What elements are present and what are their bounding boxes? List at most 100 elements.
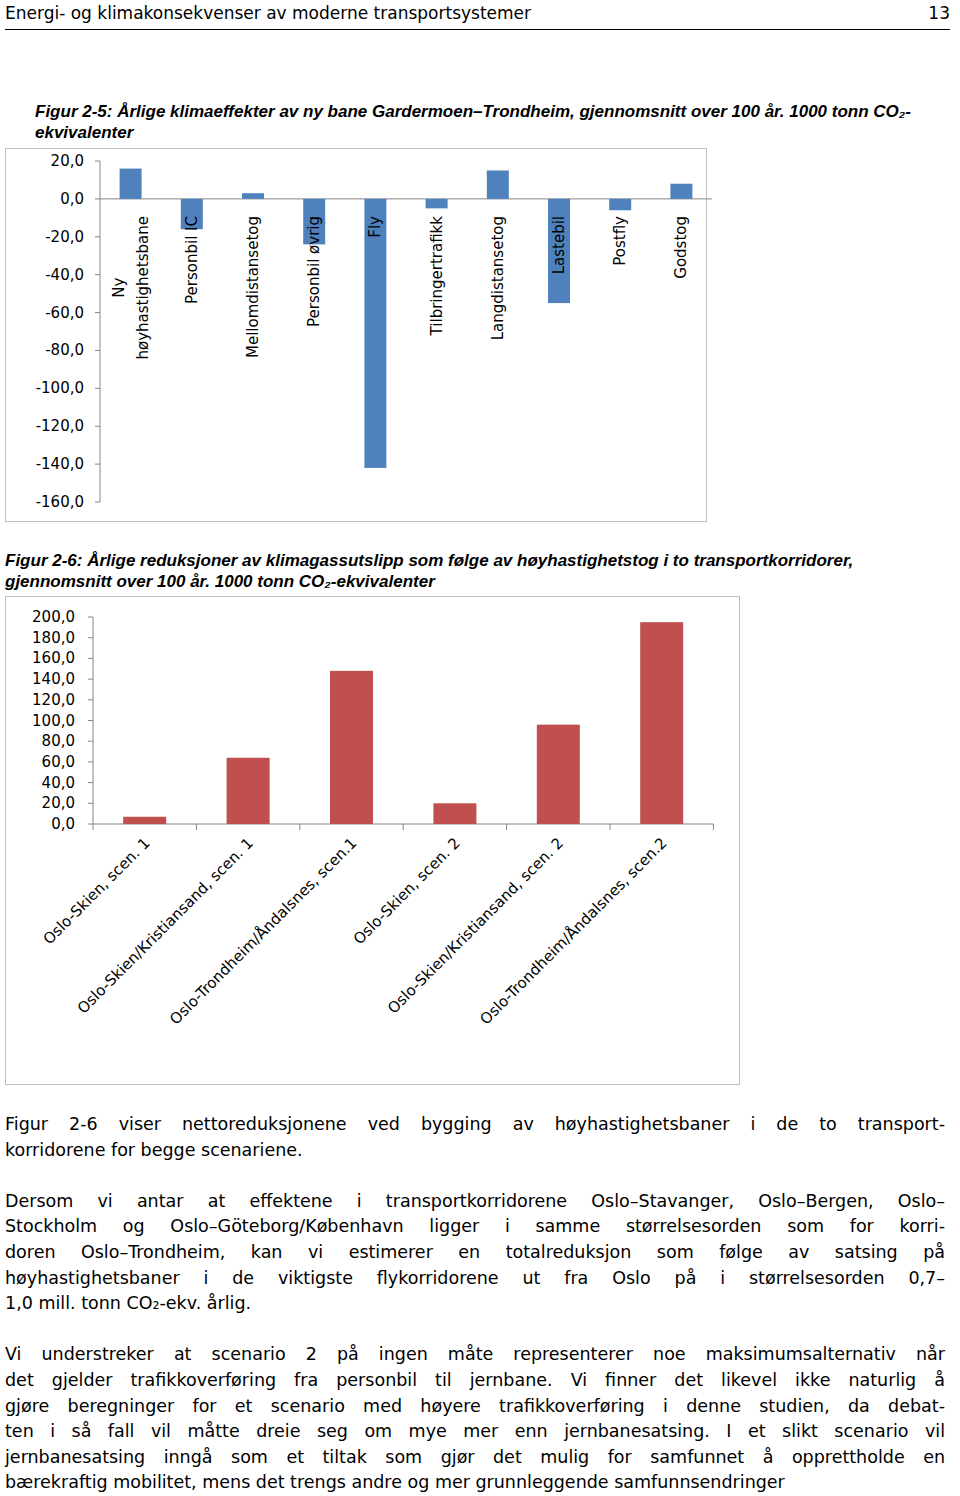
paragraph: Figur 2-6 viser nettoreduksjonene ved by…: [5, 1112, 945, 1163]
page-number: 13: [928, 0, 950, 26]
y-tick-label: 60,0: [42, 753, 75, 771]
y-tick-label: -20,0: [45, 228, 84, 246]
bar: [640, 622, 683, 824]
header-title: Energi- og klimakonsekvenser av moderne …: [5, 0, 531, 26]
y-tick-label: -120,0: [36, 417, 84, 435]
bar: [487, 170, 509, 198]
y-tick: [95, 236, 100, 237]
y-tick-label: -100,0: [36, 379, 84, 397]
bar: [330, 671, 373, 824]
y-tick: [88, 658, 93, 659]
category-label: Fly: [366, 216, 384, 238]
x-tick: [506, 824, 507, 830]
y-tick: [95, 161, 100, 162]
category-label: Postfly: [611, 216, 629, 266]
category-label: Oslo-Skien, scen. 1: [40, 834, 154, 948]
bars: [120, 169, 693, 468]
y-tick-label: 20,0: [42, 794, 75, 812]
x-tick: [93, 824, 94, 830]
category-label: Oslo-Skien, scen. 2: [350, 834, 464, 948]
category-label: Oslo-Trondheim/Åndalsnes, scen.2: [476, 833, 671, 1028]
y-tick: [95, 502, 100, 503]
category-label: Lastebil: [550, 216, 568, 274]
y-tick-label: 100,0: [32, 712, 75, 730]
y-tick-label: -40,0: [45, 266, 84, 284]
paragraph: Dersom vi antar at effektene i transport…: [5, 1189, 945, 1317]
y-tick: [88, 699, 93, 700]
x-tick: [196, 824, 197, 830]
y-tick: [95, 350, 100, 351]
category-label: Oslo-Trondheim/Åndalsnes, scen.1: [166, 833, 361, 1028]
y-tick: [88, 741, 93, 742]
y-tick-label: 160,0: [32, 649, 75, 667]
y-tick: [88, 803, 93, 804]
category-label: Nyhøyhastighetsbane: [110, 216, 152, 360]
y-tick-label: 0,0: [51, 815, 75, 833]
y-axis: [100, 161, 101, 502]
y-tick-label: 20,0: [51, 152, 84, 170]
category-label: Oslo-Skien/Kristiansand, scen. 2: [384, 834, 567, 1017]
y-tick-label: 180,0: [32, 629, 75, 647]
text-line: gjøre beregninger for et scenario med hø…: [5, 1394, 945, 1420]
paragraph: Vi understreker at scenario 2 på ingen m…: [5, 1342, 945, 1496]
text-line: korridorene for begge scenariene.: [5, 1138, 945, 1164]
text-line: Vi understreker at scenario 2 på ingen m…: [5, 1342, 945, 1368]
page-header: Energi- og klimakonsekvenser av moderne …: [5, 0, 950, 30]
y-tick: [95, 274, 100, 275]
chart: 0,020,040,060,080,0100,0120,0140,0160,01…: [6, 597, 740, 1085]
y-tick-label: 120,0: [32, 691, 75, 709]
y-tick-label: 140,0: [32, 670, 75, 688]
bar: [548, 199, 570, 303]
bar: [670, 184, 692, 199]
chart-frame: [6, 149, 707, 522]
x-tick: [610, 824, 611, 830]
x-tick: [713, 824, 714, 830]
bar: [120, 169, 142, 199]
y-tick: [95, 464, 100, 465]
x-tick: [299, 824, 300, 830]
text-line: ten i så fall vil måtte dreie seg om mye…: [5, 1419, 945, 1445]
y-tick: [88, 637, 93, 638]
text-line: bærekraftig mobilitet, mens det trengs a…: [5, 1470, 945, 1496]
text-line: Dersom vi antar at effektene i transport…: [5, 1189, 945, 1215]
category-label: Tilbringertrafikk: [428, 216, 446, 337]
text-line: høyhastighetsbaner i de viktigste flykor…: [5, 1266, 945, 1292]
bar: [123, 817, 166, 824]
category-label: Personbil øvrig: [305, 216, 323, 327]
bar: [609, 199, 631, 210]
figure-caption: Figur 2-6: Årlige reduksjoner av klimaga…: [5, 550, 875, 592]
y-tick: [88, 617, 93, 618]
y-tick: [88, 679, 93, 680]
y-tick: [88, 720, 93, 721]
text-line: det gjelder trafikkoverføring fra person…: [5, 1368, 945, 1394]
y-tick-label: 200,0: [32, 608, 75, 626]
bar: [227, 758, 270, 824]
text-line: Figur 2-6 viser nettoreduksjonene ved by…: [5, 1112, 945, 1138]
y-tick: [95, 312, 100, 313]
y-tick: [88, 782, 93, 783]
y-tick: [95, 388, 100, 389]
category-label: Langdistansetog: [489, 216, 507, 340]
x-tick: [403, 824, 404, 830]
text-line: doren Oslo–Trondheim, kan vi estimerer e…: [5, 1240, 945, 1266]
bar: [242, 193, 264, 199]
y-tick: [95, 426, 100, 427]
y-tick-label: -60,0: [45, 304, 84, 322]
chart-frame: [6, 597, 740, 1085]
bar: [537, 725, 580, 824]
y-tick: [88, 761, 93, 762]
category-label: Mellomdistansetog: [244, 216, 262, 358]
bar: [364, 199, 386, 468]
text-line: Stockholm og Oslo–Göteborg/København lig…: [5, 1214, 945, 1240]
y-tick-label: 80,0: [42, 732, 75, 750]
y-tick: [88, 824, 93, 825]
category-label: Personbil IC: [183, 216, 201, 304]
bar: [426, 199, 448, 208]
y-tick: [95, 198, 100, 199]
category-label: Oslo-Skien/Kristiansand, scen. 1: [74, 834, 257, 1017]
bar: [433, 803, 476, 824]
text-line: 1,0 mill. tonn CO₂-ekv. årlig.: [5, 1291, 945, 1317]
y-tick-label: -80,0: [45, 341, 84, 359]
y-tick-label: -140,0: [36, 455, 84, 473]
y-tick-label: -160,0: [36, 493, 84, 511]
